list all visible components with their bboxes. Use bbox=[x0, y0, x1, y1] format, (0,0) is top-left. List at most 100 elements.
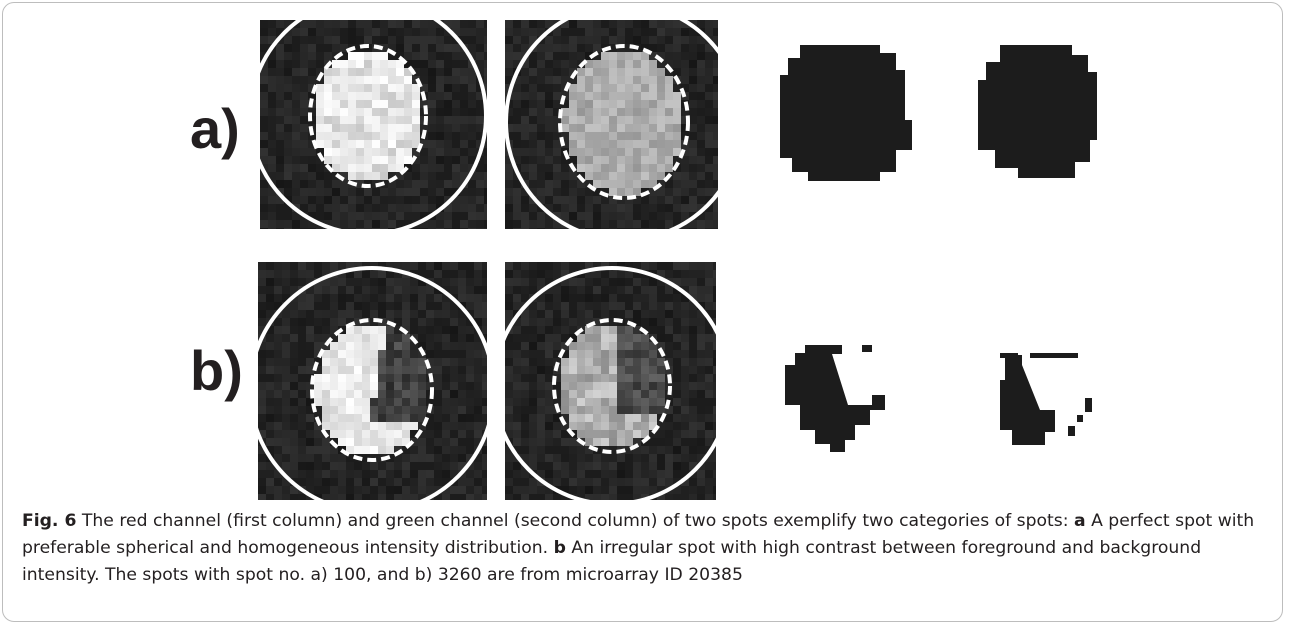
pixel bbox=[505, 366, 513, 374]
pixel bbox=[713, 60, 721, 68]
pixel bbox=[412, 212, 420, 220]
pixel bbox=[482, 262, 490, 270]
pixel bbox=[348, 52, 356, 60]
pixel bbox=[428, 76, 436, 84]
pixel bbox=[561, 310, 569, 318]
pixel bbox=[625, 132, 633, 140]
pixel bbox=[505, 310, 513, 318]
pixel bbox=[641, 204, 649, 212]
pixel bbox=[314, 310, 322, 318]
pixel bbox=[338, 302, 346, 310]
pixel bbox=[372, 68, 380, 76]
pixel bbox=[569, 188, 577, 196]
pixel bbox=[673, 124, 681, 132]
pixel bbox=[452, 212, 460, 220]
pixel bbox=[569, 148, 577, 156]
pixel bbox=[609, 334, 617, 342]
pixel bbox=[705, 278, 713, 286]
pixel bbox=[266, 342, 274, 350]
pixel bbox=[378, 494, 386, 502]
pixel bbox=[633, 180, 641, 188]
pixel bbox=[681, 212, 689, 220]
pixel bbox=[332, 204, 340, 212]
pixel bbox=[450, 318, 458, 326]
pixel bbox=[442, 446, 450, 454]
pixel bbox=[452, 68, 460, 76]
pixel bbox=[521, 148, 529, 156]
pixel bbox=[537, 270, 545, 278]
pixel bbox=[258, 486, 266, 494]
pixel bbox=[625, 172, 633, 180]
pixel bbox=[436, 188, 444, 196]
pixel bbox=[585, 414, 593, 422]
pixel bbox=[521, 286, 529, 294]
pixel bbox=[340, 116, 348, 124]
pixel bbox=[521, 68, 529, 76]
pixel bbox=[458, 454, 466, 462]
pixel bbox=[330, 454, 338, 462]
pixel bbox=[428, 148, 436, 156]
pixel bbox=[593, 286, 601, 294]
pixel bbox=[258, 382, 266, 390]
pixel bbox=[673, 446, 681, 454]
pixel bbox=[412, 124, 420, 132]
pixel bbox=[268, 20, 276, 28]
pixel bbox=[513, 414, 521, 422]
pixel bbox=[428, 164, 436, 172]
pixel bbox=[332, 148, 340, 156]
pixel bbox=[338, 462, 346, 470]
pixel bbox=[282, 446, 290, 454]
pixel bbox=[697, 228, 705, 236]
pixel bbox=[338, 454, 346, 462]
pixel bbox=[529, 60, 537, 68]
pixel bbox=[577, 84, 585, 92]
pixel bbox=[412, 92, 420, 100]
pixel bbox=[452, 228, 460, 236]
pixel bbox=[545, 334, 553, 342]
pixel bbox=[641, 422, 649, 430]
pixel bbox=[324, 76, 332, 84]
pixel bbox=[388, 68, 396, 76]
pixel bbox=[292, 180, 300, 188]
pixel bbox=[681, 422, 689, 430]
pixel bbox=[482, 382, 490, 390]
pixel bbox=[396, 180, 404, 188]
pixel bbox=[633, 494, 641, 502]
pixel bbox=[657, 454, 665, 462]
pixel bbox=[348, 204, 356, 212]
pixel bbox=[314, 326, 322, 334]
pixel bbox=[553, 310, 561, 318]
pixel bbox=[284, 180, 292, 188]
pixel bbox=[553, 318, 561, 326]
pixel bbox=[386, 374, 394, 382]
pixel bbox=[466, 270, 474, 278]
pixel bbox=[298, 270, 306, 278]
pixel bbox=[545, 390, 553, 398]
pixel bbox=[402, 278, 410, 286]
pixel bbox=[689, 76, 697, 84]
pixel bbox=[370, 462, 378, 470]
pixel bbox=[537, 44, 545, 52]
pixel bbox=[609, 286, 617, 294]
pixel bbox=[330, 294, 338, 302]
pixel bbox=[292, 196, 300, 204]
pixel bbox=[378, 422, 386, 430]
pixel bbox=[705, 228, 713, 236]
pixel bbox=[681, 430, 689, 438]
pixel bbox=[388, 20, 396, 28]
pixel bbox=[521, 342, 529, 350]
pixel bbox=[386, 366, 394, 374]
pixel bbox=[404, 140, 412, 148]
pixel bbox=[673, 44, 681, 52]
pixel bbox=[420, 156, 428, 164]
pixel bbox=[396, 124, 404, 132]
pixel bbox=[505, 196, 513, 204]
pixel bbox=[697, 478, 705, 486]
pixel bbox=[394, 398, 402, 406]
pixel bbox=[505, 262, 513, 270]
pixel bbox=[705, 20, 713, 28]
pixel bbox=[268, 228, 276, 236]
pixel bbox=[633, 164, 641, 172]
pixel bbox=[577, 76, 585, 84]
pixel bbox=[521, 140, 529, 148]
